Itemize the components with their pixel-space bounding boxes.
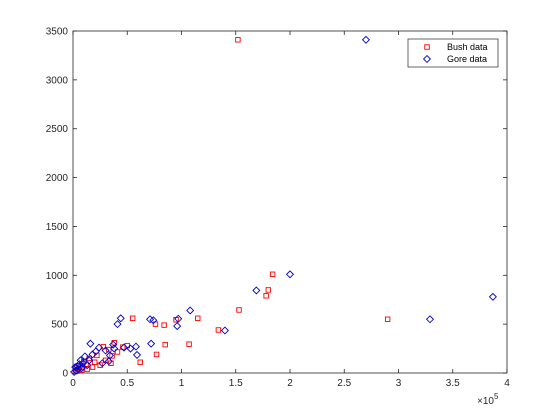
legend-box (407, 38, 499, 68)
gore-data-point (126, 344, 135, 353)
gore-data-point (109, 340, 118, 349)
x-tick-label: 0 (70, 378, 76, 389)
bush-data-point (108, 360, 114, 366)
bush-data-point (89, 364, 96, 370)
bush-data-point (137, 359, 143, 365)
x-exponent-base: ×10 (477, 396, 494, 407)
legend-label: Bush data (447, 42, 488, 52)
gore-data-point (76, 356, 85, 365)
x-tick-label: 0.5 (120, 378, 134, 389)
y-tick-label: 500 (51, 320, 68, 331)
bush-data-point (235, 37, 241, 43)
bush-data-point (161, 322, 167, 328)
bush-data-point (186, 341, 192, 347)
gore-data-point (131, 342, 140, 351)
gore-data-point (113, 320, 122, 329)
gore-data-point (149, 316, 158, 325)
legend-marker-square (424, 44, 430, 50)
bush-data-point (236, 307, 242, 313)
bush-data-point (114, 349, 121, 355)
gore-data-point (101, 346, 110, 355)
gore-data-point (285, 270, 295, 279)
gore-data-point (119, 343, 129, 352)
bush-data-point (97, 362, 103, 368)
y-tick-label: 3000 (46, 75, 69, 86)
bush-data-point (384, 316, 391, 322)
bush-data-point (265, 287, 271, 293)
gore-data-point (104, 357, 113, 366)
gore-data-point (361, 35, 370, 44)
gore-data-point (116, 314, 125, 323)
x-tick-label: 1 (179, 378, 185, 389)
gore-data-point (80, 352, 89, 361)
gore-data-point (70, 367, 79, 377)
gore-data-point (425, 315, 435, 324)
bush-data-point (162, 341, 168, 348)
gore-data-point (186, 306, 195, 315)
gore-data-point (220, 326, 229, 335)
gore-data-point (98, 359, 107, 368)
gore-data-point (73, 362, 82, 371)
gore-data-point (147, 339, 156, 348)
gore-data-point (488, 292, 497, 301)
bush-data-point (269, 271, 276, 278)
bush-data-point (153, 351, 160, 358)
gore-data-point (173, 322, 182, 331)
data-points (70, 35, 497, 377)
series-diamond (70, 35, 497, 377)
bush-data-point (195, 315, 201, 321)
x-exponent-power: 5 (494, 392, 499, 401)
y-tick-label: 2500 (46, 124, 69, 135)
gore-data-point (86, 339, 95, 348)
x-exponent-label: ×105 (477, 392, 499, 407)
y-tick-label: 1000 (46, 271, 69, 282)
x-tick-label: 2 (287, 378, 293, 389)
bush-data-point (215, 327, 222, 333)
gore-data-point (174, 314, 183, 323)
bush-data-point (106, 346, 112, 353)
x-tick-label: 4 (504, 378, 510, 389)
plot-area (72, 30, 508, 374)
gore-data-point (252, 286, 261, 295)
x-tick-label: 1.5 (229, 378, 243, 389)
y-tick-label: 0 (62, 369, 68, 380)
y-tick-label: 1500 (46, 222, 69, 233)
gore-data-point (88, 350, 97, 359)
legend-label: Gore data (447, 54, 487, 64)
legend: Bush data Gore data (407, 38, 499, 68)
legend-marker-diamond (422, 54, 432, 64)
gore-data-point (71, 363, 80, 372)
x-tick-label: 2.5 (337, 378, 351, 389)
bush-data-point (129, 315, 136, 321)
x-tick-label: 3.5 (446, 378, 460, 389)
bush-data-point (86, 355, 92, 362)
axes: 0 0.5 1 1.5 2 2.5 3 3.5 4 0 500 1000 1500 2000 2500 300… (46, 27, 510, 408)
bush-data-point (263, 293, 269, 299)
y-tick-label: 2000 (46, 173, 69, 184)
x-tick-label: 3 (396, 378, 402, 389)
y-tick-label: 3500 (46, 27, 69, 38)
gore-data-point (132, 350, 142, 359)
gore-data-point (145, 315, 155, 324)
